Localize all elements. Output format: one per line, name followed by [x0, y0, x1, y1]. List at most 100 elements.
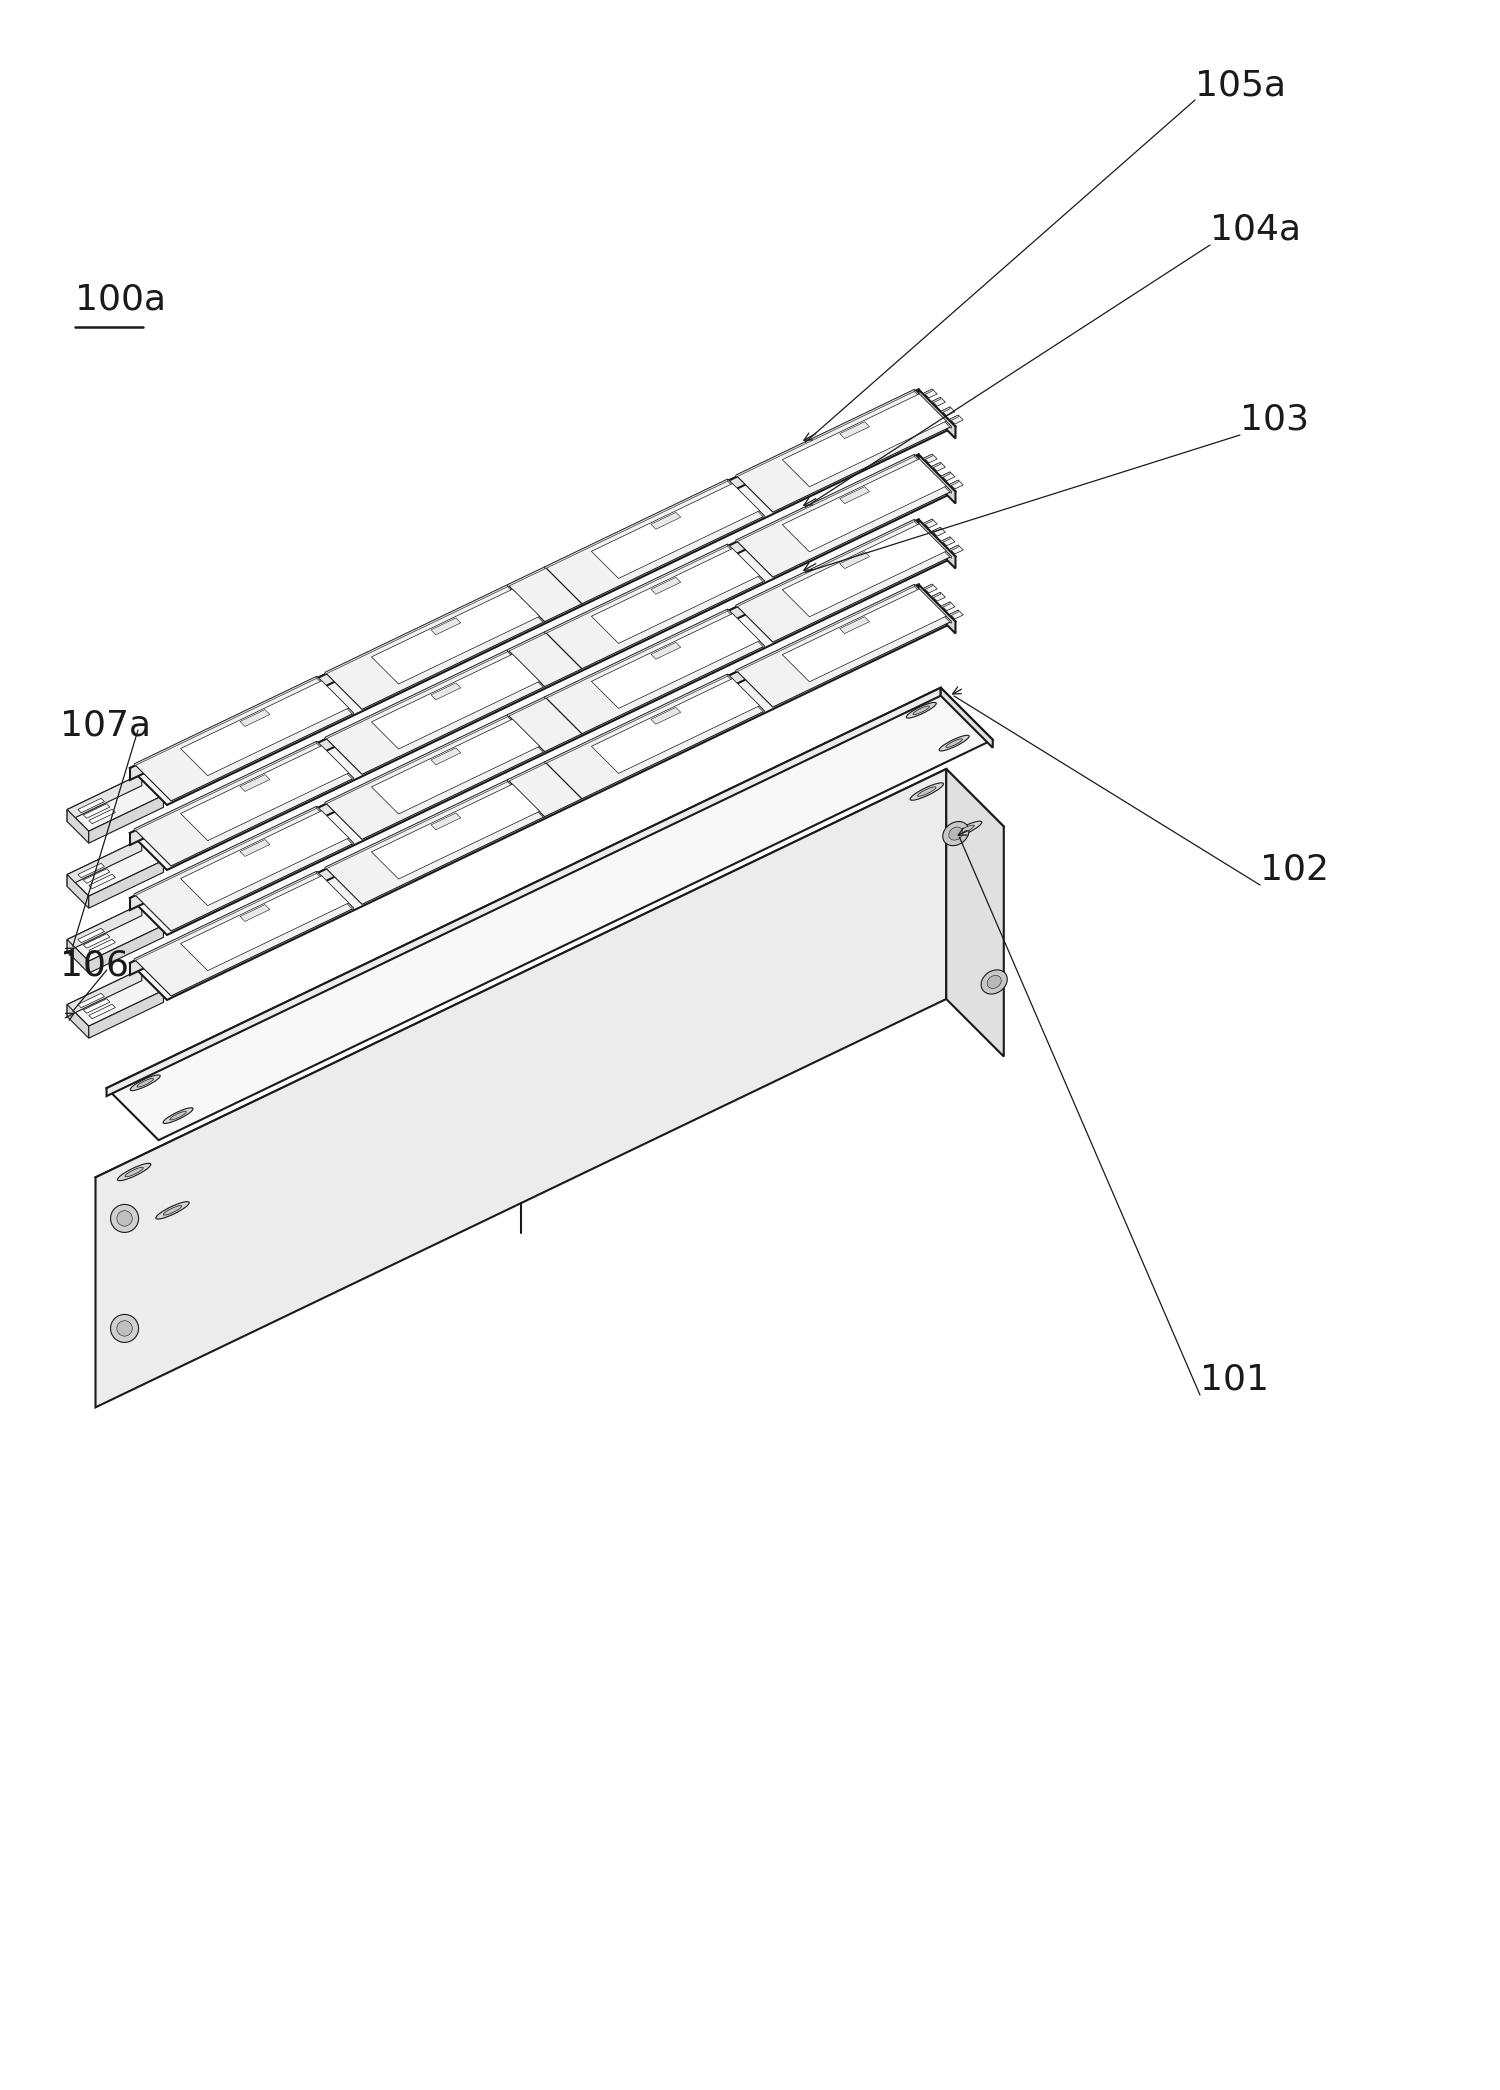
Text: 103: 103 [1240, 403, 1310, 437]
Polygon shape [130, 585, 918, 976]
Polygon shape [507, 566, 582, 621]
Polygon shape [134, 807, 316, 897]
Polygon shape [728, 543, 765, 583]
Polygon shape [942, 472, 956, 481]
Polygon shape [840, 487, 870, 504]
Polygon shape [924, 518, 933, 525]
Polygon shape [88, 796, 164, 842]
Polygon shape [783, 460, 946, 552]
Polygon shape [507, 585, 544, 623]
Polygon shape [932, 527, 945, 537]
Polygon shape [68, 940, 88, 974]
Polygon shape [924, 389, 933, 395]
Polygon shape [180, 681, 350, 775]
Polygon shape [326, 715, 544, 840]
Polygon shape [950, 481, 963, 489]
Polygon shape [915, 389, 951, 428]
Polygon shape [507, 631, 582, 688]
Polygon shape [326, 650, 544, 775]
Ellipse shape [906, 702, 936, 719]
Polygon shape [783, 525, 946, 617]
Polygon shape [918, 520, 956, 568]
Polygon shape [544, 479, 765, 604]
Ellipse shape [948, 821, 982, 838]
Polygon shape [68, 838, 164, 897]
Polygon shape [932, 397, 945, 405]
Polygon shape [134, 677, 316, 767]
Text: 102: 102 [1260, 853, 1329, 886]
Polygon shape [736, 585, 951, 706]
Polygon shape [924, 454, 938, 462]
Polygon shape [130, 585, 956, 999]
Polygon shape [430, 813, 460, 830]
Polygon shape [84, 934, 110, 949]
Polygon shape [326, 650, 507, 740]
Polygon shape [88, 991, 164, 1039]
Polygon shape [430, 619, 460, 635]
Polygon shape [106, 688, 941, 1095]
Polygon shape [544, 608, 765, 734]
Polygon shape [106, 688, 993, 1141]
Polygon shape [430, 683, 460, 700]
Polygon shape [88, 926, 164, 974]
Text: 100a: 100a [75, 282, 166, 318]
Circle shape [117, 1210, 132, 1227]
Polygon shape [78, 863, 105, 878]
Polygon shape [88, 938, 116, 953]
Ellipse shape [914, 706, 930, 715]
Polygon shape [68, 968, 164, 1026]
Polygon shape [507, 761, 544, 782]
Polygon shape [940, 688, 993, 748]
Polygon shape [372, 654, 540, 748]
Polygon shape [326, 780, 544, 905]
Polygon shape [180, 811, 350, 905]
Polygon shape [736, 520, 915, 608]
Polygon shape [942, 472, 950, 479]
Ellipse shape [939, 736, 969, 750]
Polygon shape [316, 677, 354, 715]
Polygon shape [88, 874, 116, 888]
Polygon shape [918, 585, 956, 633]
Polygon shape [68, 1005, 88, 1039]
Polygon shape [544, 675, 728, 763]
Polygon shape [932, 462, 940, 468]
Polygon shape [942, 408, 956, 416]
Polygon shape [950, 610, 963, 619]
Polygon shape [544, 543, 765, 669]
Polygon shape [950, 416, 963, 424]
Polygon shape [736, 389, 951, 512]
Ellipse shape [117, 1164, 152, 1181]
Polygon shape [915, 454, 951, 493]
Polygon shape [316, 807, 354, 844]
Polygon shape [68, 874, 88, 909]
Polygon shape [950, 481, 958, 487]
Polygon shape [651, 512, 681, 529]
Polygon shape [840, 617, 870, 633]
Ellipse shape [164, 1108, 194, 1124]
Polygon shape [942, 537, 950, 543]
Polygon shape [591, 483, 759, 579]
Polygon shape [68, 773, 142, 821]
Polygon shape [88, 1005, 116, 1018]
Polygon shape [134, 677, 354, 800]
Polygon shape [78, 928, 105, 943]
Polygon shape [932, 462, 945, 470]
Polygon shape [68, 968, 142, 1016]
Polygon shape [507, 761, 582, 817]
Polygon shape [240, 775, 270, 792]
Polygon shape [96, 769, 1004, 1235]
Polygon shape [507, 780, 544, 819]
Polygon shape [783, 589, 946, 681]
Polygon shape [924, 518, 938, 529]
Polygon shape [942, 408, 950, 414]
Polygon shape [68, 903, 164, 961]
Polygon shape [84, 999, 110, 1014]
Polygon shape [932, 591, 945, 602]
Ellipse shape [981, 970, 1008, 995]
Polygon shape [130, 389, 956, 805]
Ellipse shape [124, 1166, 144, 1177]
Polygon shape [544, 479, 728, 568]
Polygon shape [78, 993, 105, 1007]
Polygon shape [736, 389, 915, 477]
Polygon shape [918, 454, 956, 504]
